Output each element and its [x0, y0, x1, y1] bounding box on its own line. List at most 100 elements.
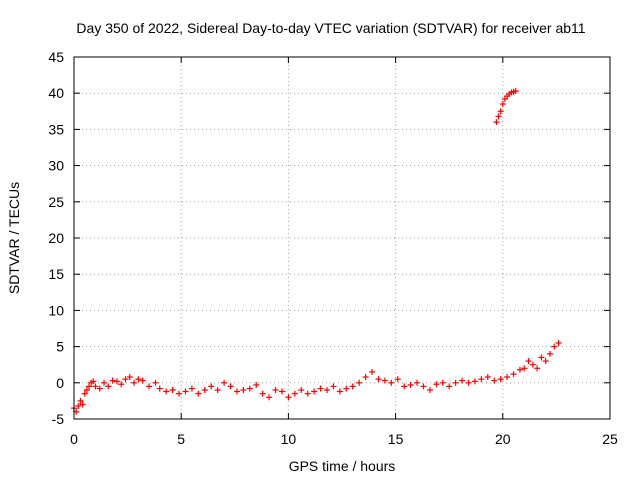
y-tick-label: 45: [48, 49, 64, 65]
data-point: [349, 383, 356, 390]
data-point: [214, 387, 221, 394]
y-tick-label: 20: [48, 230, 64, 246]
data-point: [471, 378, 478, 385]
data-point: [240, 387, 247, 394]
chart-title: Day 350 of 2022, Sidereal Day-to-day VTE…: [76, 20, 585, 36]
data-point: [90, 378, 97, 385]
y-tick-label: 30: [48, 158, 64, 174]
data-point: [362, 374, 369, 381]
data-point: [484, 374, 491, 381]
data-point: [298, 387, 305, 394]
data-point: [221, 379, 228, 386]
data-point: [356, 379, 363, 386]
data-point: [433, 381, 440, 388]
data-point: [169, 387, 176, 394]
data-point: [420, 383, 427, 390]
data-point: [246, 385, 253, 392]
data-point: [323, 387, 330, 394]
y-tick-label: 0: [56, 375, 64, 391]
data-point: [317, 385, 324, 392]
data-point: [113, 378, 120, 385]
data-point: [156, 385, 163, 392]
data-point: [126, 374, 133, 381]
data-point: [182, 388, 189, 395]
data-point: [495, 113, 502, 120]
data-point: [139, 377, 146, 384]
data-point: [208, 383, 215, 390]
data-point: [152, 379, 159, 386]
data-point: [176, 390, 183, 397]
data-point: [227, 383, 234, 390]
y-tick-label: 10: [48, 302, 64, 318]
data-point: [86, 383, 93, 390]
data-point: [407, 381, 414, 388]
y-tick-label: 35: [48, 121, 64, 137]
data-point: [278, 388, 285, 395]
data-point: [109, 377, 116, 384]
data-point: [233, 388, 240, 395]
data-point: [546, 350, 553, 357]
data-point: [304, 390, 311, 397]
data-point: [92, 383, 99, 390]
data-point: [83, 387, 90, 394]
data-point: [266, 394, 273, 401]
data-point: [525, 358, 532, 365]
data-point: [446, 383, 453, 390]
data-point: [388, 379, 395, 386]
data-point: [291, 390, 298, 397]
data-point: [259, 390, 266, 397]
data-point: [105, 383, 112, 390]
data-point: [499, 101, 506, 108]
grid-lines: [74, 57, 610, 419]
data-point: [493, 119, 500, 126]
data-point: [369, 368, 376, 375]
y-tick-label: 5: [56, 339, 64, 355]
data-point: [330, 383, 337, 390]
data-point: [81, 390, 88, 397]
y-tick-label: 15: [48, 266, 64, 282]
data-point: [401, 383, 408, 390]
data-point: [311, 388, 318, 395]
x-tick-label: 5: [177, 431, 185, 447]
y-tick-label: 40: [48, 85, 64, 101]
data-point: [529, 361, 536, 368]
data-point: [101, 379, 108, 386]
data-point: [439, 379, 446, 386]
data-point: [538, 354, 545, 361]
x-tick-label: 0: [70, 431, 78, 447]
x-tick-label: 15: [388, 431, 404, 447]
data-point: [343, 385, 350, 392]
data-point: [542, 358, 549, 365]
data-point: [491, 377, 498, 384]
data-point: [146, 383, 153, 390]
data-point: [285, 394, 292, 401]
data-point: [131, 379, 138, 386]
data-point: [77, 397, 84, 404]
data-point: [195, 390, 202, 397]
data-point: [452, 379, 459, 386]
data-point: [504, 374, 511, 381]
data-point: [375, 376, 382, 383]
data-point: [122, 376, 129, 383]
data-point: [551, 343, 558, 350]
data-point: [272, 387, 279, 394]
data-point: [497, 108, 504, 115]
axis-ticks: 0 5 10 15 20 25 -5 0 5 10 15 20 25 30 35 40 45: [48, 49, 618, 447]
data-point: [512, 88, 519, 95]
data-point: [516, 366, 523, 373]
data-point: [96, 385, 103, 392]
data-point: [465, 379, 472, 386]
data-point: [118, 381, 125, 388]
data-point: [534, 365, 541, 372]
x-tick-label: 20: [495, 431, 511, 447]
y-tick-label: -5: [52, 411, 65, 427]
data-point: [79, 401, 86, 408]
x-tick-label: 25: [602, 431, 618, 447]
data-point: [253, 381, 260, 388]
y-axis-label: SDTVAR / TECUs: [6, 182, 22, 294]
data-point: [510, 371, 517, 378]
data-point: [381, 377, 388, 384]
data-point: [497, 376, 504, 383]
data-point: [459, 377, 466, 384]
